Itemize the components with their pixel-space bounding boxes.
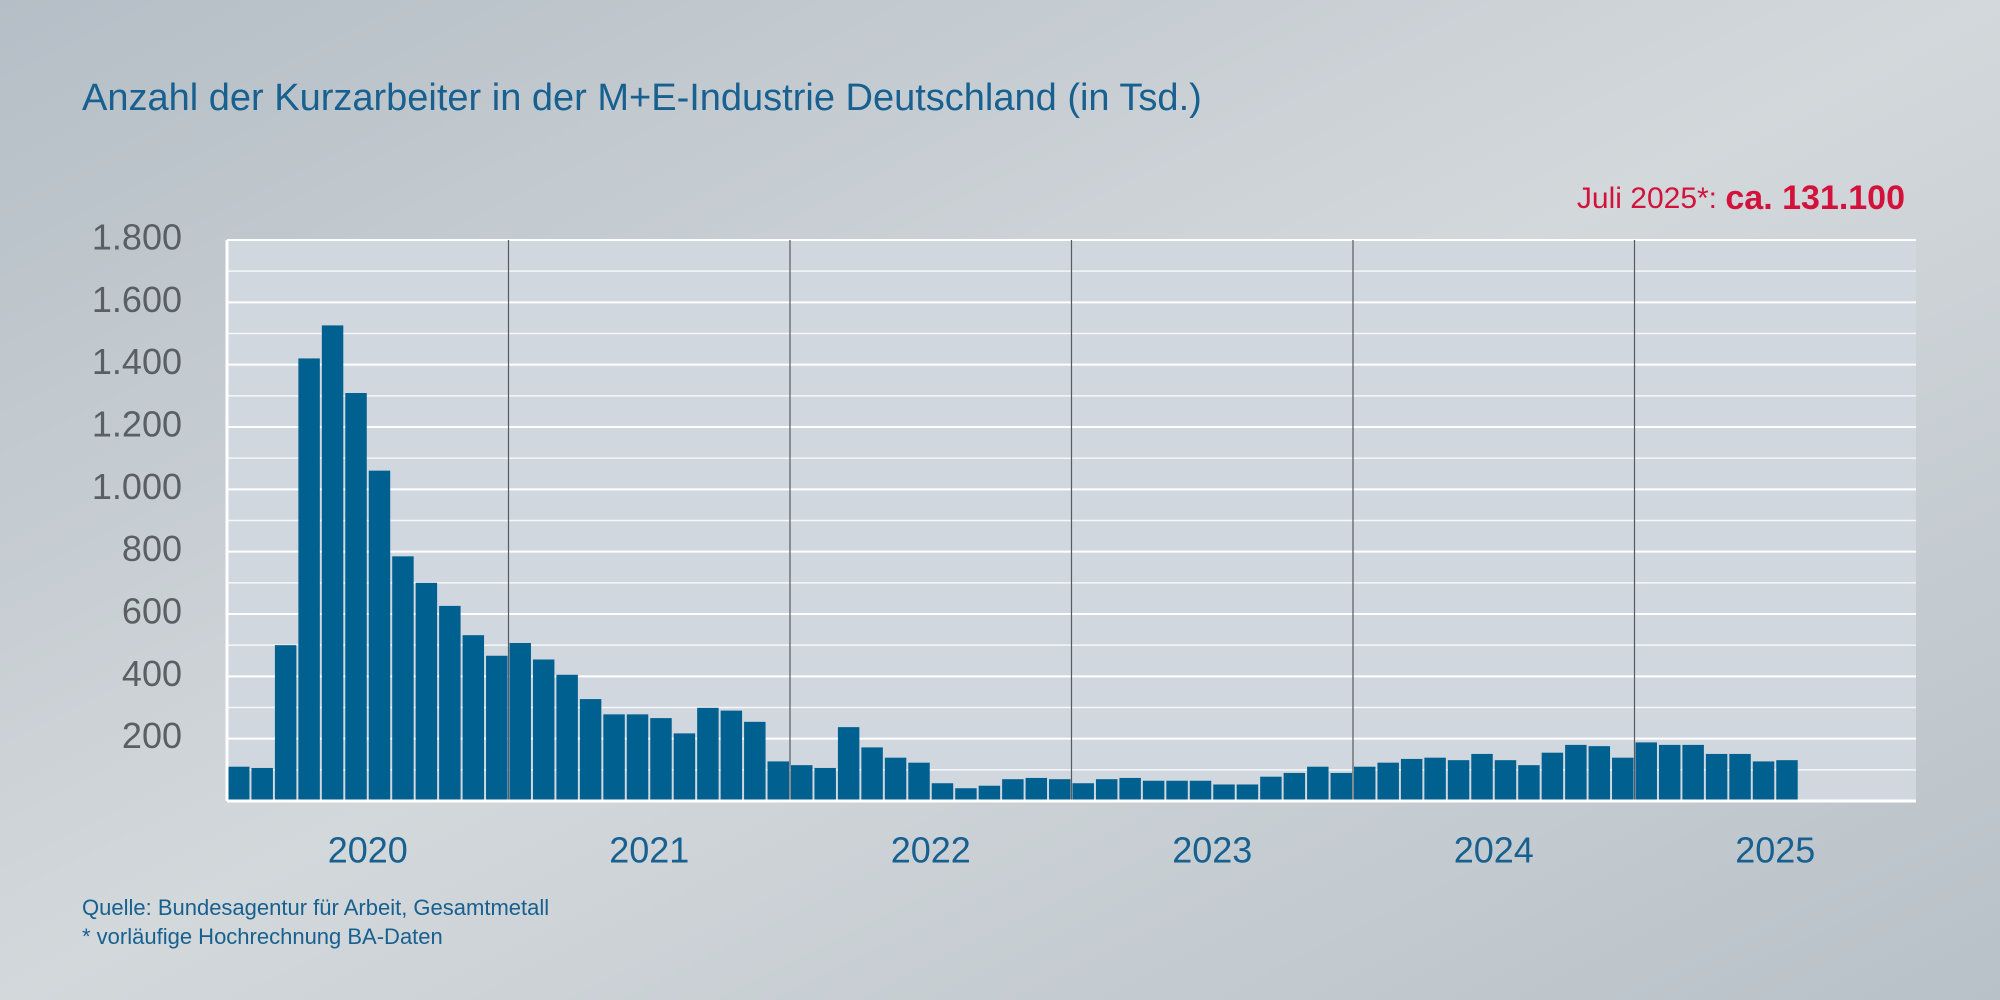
y-tick-label: 1.800 [92,217,182,258]
bar [1447,760,1470,801]
bar [1494,760,1517,801]
bar [861,747,883,801]
bar [1705,753,1728,801]
bar [228,766,250,801]
bar [603,714,625,801]
chart-title: Anzahl der Kurzarbeiter in der M+E-Indus… [82,77,1202,119]
bar [1213,784,1235,801]
bar [1354,766,1376,801]
bar [1025,777,1048,801]
y-tick-label: 1.000 [92,466,182,507]
bar [368,470,391,801]
bar [1588,746,1611,801]
x-tick-label: 2023 [1172,830,1252,871]
bar [1400,758,1423,801]
bar [1189,780,1212,801]
x-tick-label: 2020 [328,830,408,871]
bar [439,605,461,801]
bar [392,556,414,801]
x-tick-label: 2024 [1454,830,1534,871]
bar [1471,753,1493,801]
bar [579,699,602,801]
bar [673,733,696,801]
x-tick-label: 2025 [1735,830,1815,871]
bar [509,642,531,801]
bar [1142,780,1165,801]
bar [1752,761,1775,801]
bar [837,727,860,801]
bar [1635,742,1657,801]
bar [884,757,907,801]
bar [1283,772,1306,801]
source: Quelle: Bundesagentur für Arbeit, Gesamt… [82,895,549,920]
bar [626,714,649,801]
bar [1002,779,1024,801]
bar [486,655,508,801]
bar [1119,777,1141,801]
bar [1424,757,1446,801]
bar [1377,762,1399,801]
bar [274,645,297,801]
bar [462,635,485,801]
y-tick-label: 1.600 [92,279,182,320]
bar [298,358,320,801]
bar [1260,776,1282,801]
annotation-prefix: Juli 2025*: [1577,182,1717,215]
bar [532,659,555,801]
bar [1166,780,1188,801]
annotation: Juli 2025*: ca. 131.100 [1577,179,1905,217]
bar [251,767,273,801]
bar [791,765,813,801]
annotation-value: ca. 131.100 [1725,179,1905,217]
bar [1072,783,1094,801]
bar [1612,757,1634,801]
bar [908,762,930,801]
bar [744,721,766,801]
bar [1565,744,1587,801]
x-tick-label: 2021 [609,830,689,871]
bar [345,393,367,801]
bar [767,761,789,801]
y-tick-label: 1.400 [92,341,182,382]
bar [1729,753,1751,801]
bar [1095,779,1118,801]
bar [1518,765,1540,801]
bar [1658,744,1681,801]
bar [955,788,977,801]
x-tick-label: 2022 [891,830,971,871]
bar [321,325,344,801]
bar [697,707,719,801]
bar [1776,760,1798,801]
footnote: * vorläufige Hochrechnung BA-Daten [82,924,443,949]
y-tick-label: 200 [122,715,182,756]
bar [978,785,1001,801]
bar [720,710,743,801]
bar [1330,772,1352,801]
y-tick-label: 800 [122,528,182,569]
bar [1682,744,1704,801]
bar [1307,766,1329,801]
bar [556,674,578,801]
bar [415,582,438,801]
bar [1236,784,1259,801]
y-tick-label: 400 [122,653,182,694]
bar [931,783,954,801]
y-tick-label: 1.200 [92,404,182,445]
bar [1541,752,1564,801]
bar [650,718,672,801]
y-tick-label: 600 [122,591,182,632]
bar [1049,779,1071,801]
bar [814,767,836,801]
